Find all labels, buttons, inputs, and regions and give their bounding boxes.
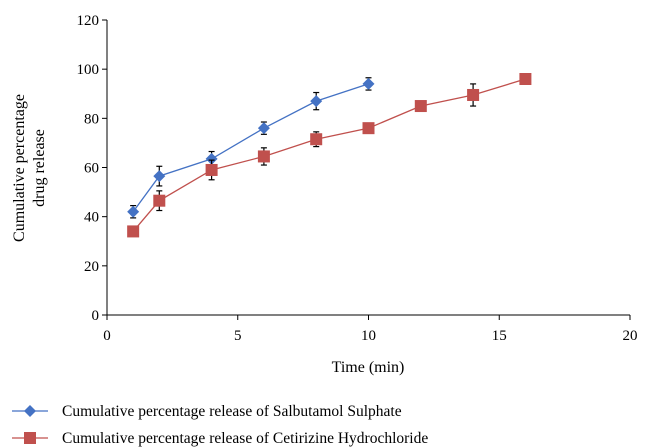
series-line bbox=[132, 78, 526, 232]
x-tick-label: 5 bbox=[234, 328, 242, 344]
legend-square-icon bbox=[24, 432, 36, 444]
series-1 bbox=[127, 77, 375, 219]
data-point-diamond bbox=[205, 152, 218, 165]
data-point-square bbox=[467, 88, 480, 101]
x-tick-label: 10 bbox=[361, 328, 376, 344]
ticks: 0 5 10 15 20 0 20 40 60 80 100 120 bbox=[77, 13, 638, 344]
data-point-square bbox=[153, 194, 166, 207]
legend: Cumulative percentage release of Salbuta… bbox=[12, 403, 428, 447]
legend-label-cetirizine: Cumulative percentage release of Cetiriz… bbox=[62, 430, 428, 447]
series-layer bbox=[127, 73, 532, 238]
legend-entry-salbutamol: Cumulative percentage release of Salbuta… bbox=[12, 403, 402, 420]
legend-label-salbutamol: Cumulative percentage release of Salbuta… bbox=[62, 403, 402, 420]
x-tick-label: 20 bbox=[623, 328, 638, 344]
series-2 bbox=[127, 73, 532, 238]
data-point-square bbox=[257, 150, 270, 163]
data-point-square bbox=[362, 122, 375, 135]
y-tick-label: 0 bbox=[92, 308, 100, 324]
data-point-diamond bbox=[153, 170, 166, 183]
y-tick-label: 60 bbox=[84, 161, 99, 177]
series-line bbox=[132, 83, 369, 213]
y-tick-label: 120 bbox=[77, 13, 100, 29]
x-tick-label: 0 bbox=[103, 328, 111, 344]
legend-entry-cetirizine: Cumulative percentage release of Cetiriz… bbox=[12, 430, 428, 447]
data-point-square bbox=[414, 100, 427, 113]
y-tick-label: 20 bbox=[84, 259, 99, 275]
data-point-square bbox=[205, 163, 218, 176]
data-point-square bbox=[310, 133, 323, 146]
y-tick-label: 100 bbox=[77, 62, 100, 78]
data-point-diamond bbox=[257, 122, 270, 135]
x-axis-title: Time (min) bbox=[332, 359, 405, 376]
data-point-diamond bbox=[362, 77, 375, 90]
data-point-square bbox=[127, 225, 140, 238]
data-point-diamond bbox=[310, 95, 323, 108]
y-axis-title-line-2: drug release bbox=[31, 129, 48, 207]
x-tick-label: 15 bbox=[492, 328, 507, 344]
data-point-diamond bbox=[127, 205, 140, 218]
legend-diamond-icon bbox=[24, 405, 36, 417]
y-tick-label: 80 bbox=[84, 111, 99, 127]
data-point-square bbox=[519, 73, 532, 85]
y-tick-label: 40 bbox=[84, 210, 99, 226]
y-axis-title-line-1: Cumulative percentage bbox=[11, 94, 28, 242]
